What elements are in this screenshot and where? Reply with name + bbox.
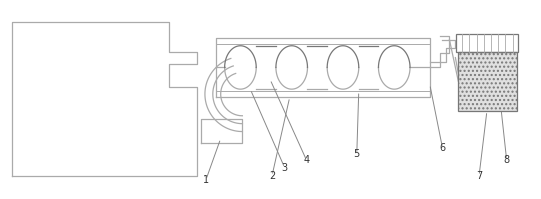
Text: 4: 4 <box>304 155 309 165</box>
Text: 3: 3 <box>282 163 288 173</box>
Bar <box>458 52 517 111</box>
Text: 2: 2 <box>269 171 275 181</box>
Text: 5: 5 <box>354 149 360 159</box>
Text: 8: 8 <box>504 155 510 165</box>
Bar <box>457 34 518 52</box>
Text: 7: 7 <box>476 171 482 181</box>
Text: 1: 1 <box>203 175 209 185</box>
Text: 6: 6 <box>439 143 446 153</box>
